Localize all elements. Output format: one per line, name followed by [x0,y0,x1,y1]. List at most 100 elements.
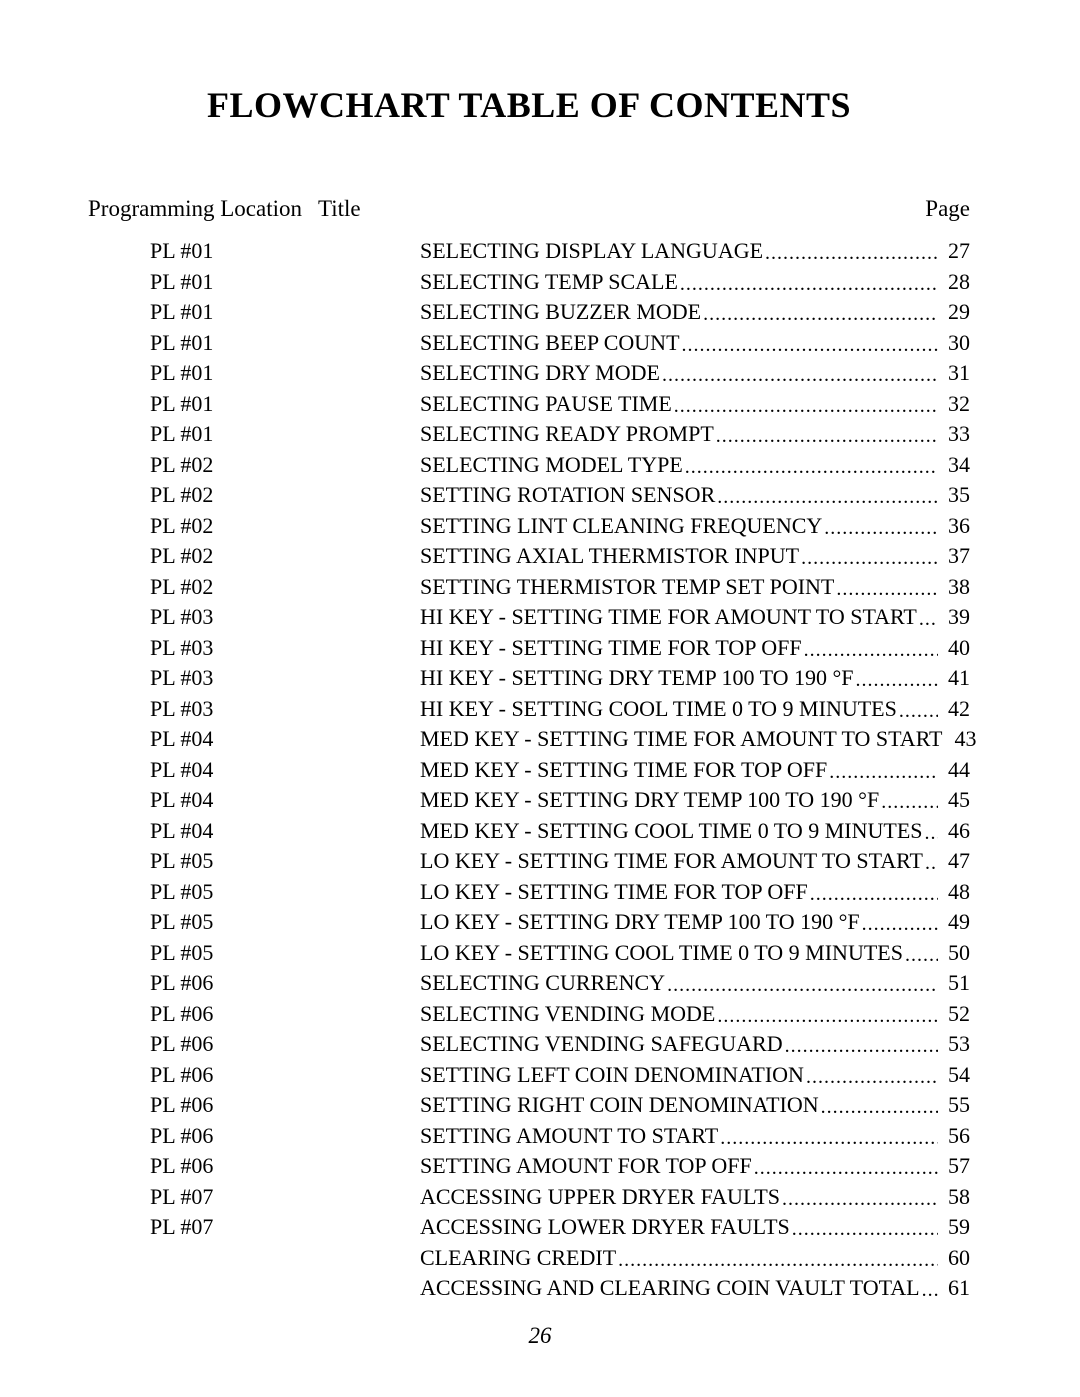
toc-leader-dots [665,975,938,995]
toc-title: ACCESSING AND CLEARING COIN VAULT TOTAL [420,1277,920,1299]
toc-page: 39 [938,606,970,628]
toc-leader-dots [804,1067,938,1087]
toc-page: 40 [938,637,970,659]
toc-page: 48 [938,881,970,903]
toc-leader-dots [701,304,938,324]
toc-page: 58 [938,1186,970,1208]
toc-location: PL #05 [88,881,420,903]
toc-row: PL #06SELECTING VENDING SAFEGUARD53 [88,1033,970,1057]
toc-title: CLEARING CREDIT [420,1247,616,1269]
toc-title: SELECTING VENDING SAFEGUARD [420,1033,783,1055]
toc-row: PL #03HI KEY - SETTING COOL TIME 0 TO 9 … [88,698,970,722]
toc-leader-dots [683,457,938,477]
toc-row: PL #02SETTING LINT CLEANING FREQUENCY36 [88,515,970,539]
toc-leader-dots [616,1250,938,1270]
toc-leader-dots [680,335,938,355]
toc-row: PL #06SETTING LEFT COIN DENOMINATION 54 [88,1064,970,1088]
toc-title: SELECTING PAUSE TIME [420,393,672,415]
toc-leader-dots [923,823,938,843]
toc-leader-dots [672,396,938,416]
toc-row: PL #01SELECTING READY PROMPT 33 [88,423,970,447]
toc-leader-dots [802,640,938,660]
toc-title: SETTING LINT CLEANING FREQUENCY [420,515,822,537]
toc-title: MED KEY - SETTING TIME FOR AMOUNT TO STA… [420,728,943,750]
toc-leader-dots [903,945,938,965]
header-page: Page [900,196,970,222]
toc-location: PL #01 [88,271,420,293]
toc-leader-dots [783,1036,938,1056]
toc-location: PL #04 [88,820,420,842]
toc-location: PL #06 [88,1155,420,1177]
toc-location: PL #05 [88,911,420,933]
toc-location: PL #01 [88,423,420,445]
toc-title: SETTING AMOUNT FOR TOP OFF [420,1155,752,1177]
toc-page: 44 [938,759,970,781]
toc-page: 47 [938,850,970,872]
toc-page: 38 [938,576,970,598]
toc-location: PL #01 [88,362,420,384]
toc-page: 43 [945,728,977,750]
toc-leader-dots [943,731,945,751]
toc-page: 57 [938,1155,970,1177]
toc-location: PL #03 [88,606,420,628]
toc-leader-dots [917,609,938,629]
toc-page: 54 [938,1064,970,1086]
toc-location: PL #02 [88,515,420,537]
toc-row: PL #03HI KEY - SETTING DRY TEMP 100 TO 1… [88,667,970,691]
toc-title: LO KEY - SETTING DRY TEMP 100 TO 190 °F [420,911,860,933]
toc-title: ACCESSING UPPER DRYER FAULTS [420,1186,780,1208]
toc-title: LO KEY - SETTING TIME FOR TOP OFF [420,881,808,903]
toc-page: 53 [938,1033,970,1055]
toc-row: PL #01SELECTING TEMP SCALE 28 [88,271,970,295]
header-title: Title [318,196,900,222]
toc-row: PL #06SETTING AMOUNT FOR TOP OFF 57 [88,1155,970,1179]
toc-location: PL #03 [88,667,420,689]
toc-location: PL #05 [88,850,420,872]
toc-leader-dots [678,274,938,294]
toc-leader-dots [763,243,938,263]
toc-page: 28 [938,271,970,293]
toc-location: PL #03 [88,698,420,720]
toc-location: PL #01 [88,240,420,262]
toc-title: SELECTING CURRENCY [420,972,665,994]
toc-page: 50 [938,942,970,964]
toc-leader-dots [808,884,938,904]
toc-row: PL #03HI KEY - SETTING TIME FOR TOP OFF4… [88,637,970,661]
toc-page: 46 [938,820,970,842]
toc-row: PL #06SETTING RIGHT COIN DENOMINATION55 [88,1094,970,1118]
toc-page: 51 [938,972,970,994]
toc-page: 55 [938,1094,970,1116]
page-number: 26 [0,1323,1080,1349]
toc-row: PL #02SETTING ROTATION SENSOR35 [88,484,970,508]
toc-leader-dots [854,670,938,690]
toc-page: 59 [938,1216,970,1238]
toc-title: SELECTING BUZZER MODE [420,301,701,323]
toc-title: ACCESSING LOWER DRYER FAULTS [420,1216,790,1238]
toc-row: PL #01SELECTING BEEP COUNT30 [88,332,970,356]
toc-location: PL #04 [88,759,420,781]
toc-leader-dots [827,762,938,782]
toc-title: SETTING RIGHT COIN DENOMINATION [420,1094,819,1116]
toc-title: SETTING LEFT COIN DENOMINATION [420,1064,804,1086]
toc-title: SELECTING TEMP SCALE [420,271,678,293]
toc-leader-dots [718,1128,938,1148]
toc-page: 33 [938,423,970,445]
toc-leader-dots [897,701,938,721]
toc-page: 42 [938,698,970,720]
toc-title: SETTING ROTATION SENSOR [420,484,715,506]
toc-title: SELECTING MODEL TYPE [420,454,683,476]
toc-location: PL #06 [88,1125,420,1147]
toc-title: SELECTING DRY MODE [420,362,660,384]
toc-title: HI KEY - SETTING TIME FOR AMOUNT TO STAR… [420,606,917,628]
toc-row: PL #05LO KEY - SETTING COOL TIME 0 TO 9 … [88,942,970,966]
toc-row: PL #04MED KEY - SETTING DRY TEMP 100 TO … [88,789,970,813]
toc-location: PL #01 [88,301,420,323]
toc-location: PL #06 [88,1064,420,1086]
toc-row: PL #01SELECTING DISPLAY LANGUAGE27 [88,240,970,264]
toc-location: PL #06 [88,972,420,994]
toc-title: SELECTING READY PROMPT [420,423,714,445]
toc-leader-dots [819,1097,938,1117]
toc-title: MED KEY - SETTING COOL TIME 0 TO 9 MINUT… [420,820,923,842]
toc-row: PL #06SELECTING VENDING MODE52 [88,1003,970,1027]
toc-leader-dots [752,1158,938,1178]
